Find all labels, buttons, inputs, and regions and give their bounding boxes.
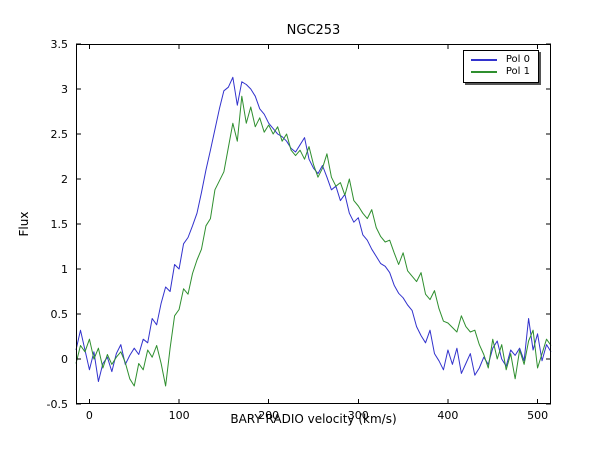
x-tick-label: 500	[527, 409, 548, 422]
legend-entry-pol1: Pol 1	[470, 66, 530, 78]
x-tick-label: 200	[258, 409, 279, 422]
y-tick-label: 3.5	[51, 38, 69, 51]
x-tick-label: 400	[437, 409, 458, 422]
legend-label-pol0: Pol 0	[505, 54, 530, 65]
plot-frame	[76, 44, 551, 404]
legend-entry-pol0: Pol 0	[470, 54, 530, 66]
legend-label-pol1: Pol 1	[505, 66, 530, 77]
x-axis-label: BARY RADIO velocity (km/s)	[230, 412, 397, 426]
y-tick-label: 3	[61, 83, 68, 96]
x-tick-label: 0	[86, 409, 93, 422]
chart-title: NGC253	[286, 23, 341, 38]
y-tick-label: 1	[61, 263, 68, 276]
y-tick-label: 2	[61, 173, 68, 186]
y-tick-label: 1.5	[51, 218, 69, 231]
series-line-pol-1	[75, 95, 552, 387]
y-axis-label: Flux	[17, 211, 31, 237]
y-tick-label: 2.5	[51, 128, 69, 141]
y-tick-label: 0	[61, 353, 68, 366]
legend: Pol 0 Pol 1	[462, 50, 539, 83]
legend-line-sample-pol0	[470, 59, 497, 61]
x-tick-label: 300	[348, 409, 369, 422]
plot-area: 0 100 200 300 400 500 -0.5 0 0.5 1 1.5 2 2.5 3 3.5 Pol…	[47, 38, 552, 422]
y-tick-label: 0.5	[51, 308, 69, 321]
y-tick-label: -0.5	[47, 398, 68, 411]
plot-area-svg: 0 100 200 300 400 500 -0.5 0 0.5 1 1.5 2 2.5 3 3.5	[47, 38, 552, 422]
x-tick-label: 100	[169, 409, 190, 422]
series-line-pol-0	[75, 76, 552, 382]
legend-line-sample-pol1	[470, 71, 497, 73]
